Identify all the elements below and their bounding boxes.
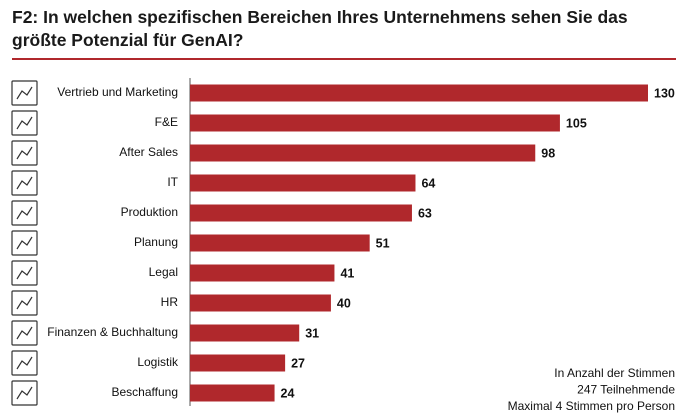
icon-glyph xyxy=(16,236,33,250)
category-icon xyxy=(11,380,38,406)
value-label: 63 xyxy=(418,206,432,220)
icon-glyph xyxy=(16,296,33,310)
bar xyxy=(190,384,275,402)
bar xyxy=(190,144,536,162)
note: 247 Teilnehmende xyxy=(577,383,675,397)
value-label: 105 xyxy=(566,116,587,130)
note: Maximal 4 Stimmen pro Person xyxy=(508,399,675,413)
icon-glyph xyxy=(16,386,33,400)
icon-glyph xyxy=(16,326,33,340)
bar xyxy=(190,234,370,252)
bar xyxy=(190,174,416,192)
category-icon xyxy=(11,170,38,196)
category-label: HR xyxy=(161,295,179,309)
bar xyxy=(190,324,300,342)
bar xyxy=(190,264,335,282)
category-label: Produktion xyxy=(121,205,178,219)
value-label: 98 xyxy=(541,146,555,160)
category-label: Planung xyxy=(134,235,178,249)
value-label: 41 xyxy=(340,266,354,280)
category-icon xyxy=(11,200,38,226)
category-icon xyxy=(11,290,38,316)
icon-glyph xyxy=(16,146,33,160)
bar xyxy=(190,204,412,222)
bar xyxy=(190,294,331,312)
value-label: 130 xyxy=(654,86,675,100)
icon-glyph xyxy=(16,356,33,370)
value-label: 64 xyxy=(421,176,435,190)
value-label: 24 xyxy=(281,386,295,400)
category-label: After Sales xyxy=(119,145,178,159)
value-label: 51 xyxy=(376,236,390,250)
category-icon xyxy=(11,350,38,376)
category-label: F&E xyxy=(155,115,178,129)
bar xyxy=(190,84,648,102)
category-label: Legal xyxy=(149,265,178,279)
category-icon xyxy=(11,110,38,136)
value-label: 27 xyxy=(291,356,305,370)
note: In Anzahl der Stimmen xyxy=(554,366,675,380)
category-label: Beschaffung xyxy=(112,385,179,399)
category-label: Logistik xyxy=(137,355,179,369)
icon-glyph xyxy=(16,86,33,100)
category-icon xyxy=(11,260,38,286)
bar xyxy=(190,354,286,372)
icon-glyph xyxy=(16,176,33,190)
category-label: IT xyxy=(167,175,178,189)
value-label: 40 xyxy=(337,296,351,310)
category-icon xyxy=(11,80,38,106)
chart-title: F2: In welchen spezifischen Bereichen Ih… xyxy=(12,7,628,50)
category-icon xyxy=(11,320,38,346)
category-label: Vertrieb und Marketing xyxy=(57,85,178,99)
category-label: Finanzen & Buchhaltung xyxy=(47,325,178,339)
icon-glyph xyxy=(16,116,33,130)
icon-glyph xyxy=(16,266,33,280)
category-icon xyxy=(11,230,38,256)
category-icon xyxy=(11,140,38,166)
bar xyxy=(190,114,560,132)
icon-glyph xyxy=(16,206,33,220)
value-label: 31 xyxy=(305,326,319,340)
